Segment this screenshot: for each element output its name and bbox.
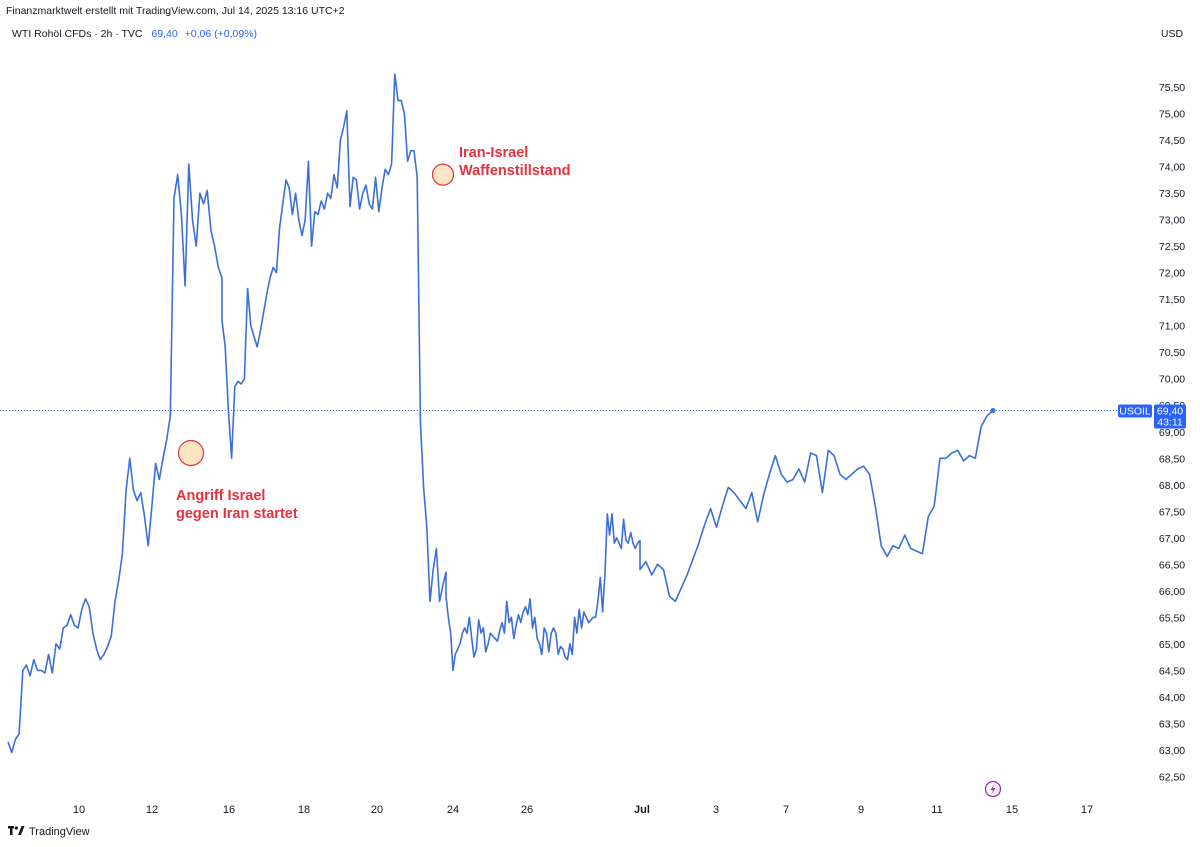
event-marker[interactable] [431, 163, 455, 186]
y-tick-label: 67,50 [1159, 506, 1185, 518]
y-tick-label: 65,00 [1159, 639, 1185, 651]
y-tick-label: 68,50 [1159, 453, 1185, 465]
y-tick-label: 69,00 [1159, 427, 1185, 439]
x-tick-label: 10 [73, 804, 85, 816]
event-marker[interactable] [177, 439, 205, 467]
x-tick-label: 15 [1006, 804, 1018, 816]
y-tick-label: 71,00 [1159, 321, 1185, 333]
y-tick-label: 64,50 [1159, 665, 1185, 677]
price-tag: USOIL 69,40 43:11 [1118, 404, 1186, 429]
currency-label: USD [1161, 28, 1184, 40]
y-tick-label: 71,50 [1159, 294, 1185, 306]
x-tick-label: 24 [447, 804, 459, 816]
x-tick-label: Jul [634, 804, 650, 816]
y-tick-label: 66,00 [1159, 586, 1185, 598]
x-tick-label: 17 [1081, 804, 1093, 816]
y-tick-label: 74,00 [1159, 162, 1185, 174]
x-tick-label: 11 [931, 804, 942, 816]
tradingview-logo-icon [8, 826, 25, 838]
price-tag-value-bg [1154, 404, 1186, 429]
footer-logo-text: TradingView [29, 826, 90, 838]
y-tick-label: 63,00 [1159, 745, 1185, 757]
x-tick-label: 12 [146, 804, 158, 816]
last-price: 69,40 [151, 28, 178, 40]
series-line [7, 73, 994, 754]
y-tick-label: 70,00 [1159, 374, 1185, 386]
annotation-label: Angriff Israel [176, 488, 265, 504]
price-tag-countdown: 43:11 [1157, 417, 1183, 429]
annotation-label: gegen Iran startet [176, 506, 298, 522]
annotation-label: Iran-Israel [459, 145, 528, 161]
y-tick-label: 66,50 [1159, 559, 1185, 571]
price-tag-symbol-bg [1118, 404, 1152, 418]
symbol-legend: WTI Rohöl CFDs · 2h · TVC 69,40 +0,06 (+… [12, 28, 257, 40]
x-tick-label: 20 [371, 804, 383, 816]
y-tick-label: 65,50 [1159, 612, 1185, 624]
x-tick-label: 18 [298, 804, 310, 816]
price-tag-price: 69,40 [1157, 406, 1183, 418]
x-tick-label: 26 [521, 804, 533, 816]
y-tick-label: 63,50 [1159, 718, 1185, 730]
x-tick-label: 9 [858, 804, 864, 816]
y-tick-label: 72,00 [1159, 268, 1185, 280]
x-tick-label: 16 [223, 804, 235, 816]
time-axis[interactable]: 10 12 16 18 20 24 26 Jul 3 7 9 11 15 17 [73, 804, 1093, 816]
y-tick-label: 74,50 [1159, 135, 1185, 147]
last-price-dot [990, 408, 996, 414]
y-tick-label: 73,50 [1159, 188, 1185, 200]
y-tick-label: 75,50 [1159, 82, 1185, 94]
y-tick-label: 68,00 [1159, 480, 1185, 492]
annotations: Angriff Israel gegen Iran startet Iran-Isr… [176, 145, 570, 522]
y-tick-label: 75,00 [1159, 109, 1185, 121]
x-tick-label: 3 [713, 804, 719, 816]
price-tag-symbol: USOIL [1119, 406, 1151, 418]
brand-footer[interactable]: TradingView [8, 826, 90, 838]
y-tick-label: 67,00 [1159, 533, 1185, 545]
y-tick-label: 62,50 [1159, 771, 1185, 783]
price-change: +0,06 (+0,09%) [184, 28, 258, 40]
lightning-icon[interactable] [984, 780, 1002, 798]
symbol-description[interactable]: WTI Rohöl CFDs · 2h · TVC [12, 28, 143, 40]
y-tick-label: 64,00 [1159, 692, 1185, 704]
y-tick-label: 72,50 [1159, 241, 1185, 253]
y-tick-label: 70,50 [1159, 347, 1185, 359]
x-tick-label: 7 [783, 804, 789, 816]
y-tick-label: 73,00 [1159, 215, 1185, 227]
price-axis[interactable]: 62,50 63,00 63,50 64,00 64,50 65,00 65,50 66,00… [1159, 82, 1185, 783]
annotation-label: Waffenstillstand [459, 163, 570, 179]
chart-header: Finanzmarktwelt erstellt mit TradingView… [6, 5, 345, 17]
